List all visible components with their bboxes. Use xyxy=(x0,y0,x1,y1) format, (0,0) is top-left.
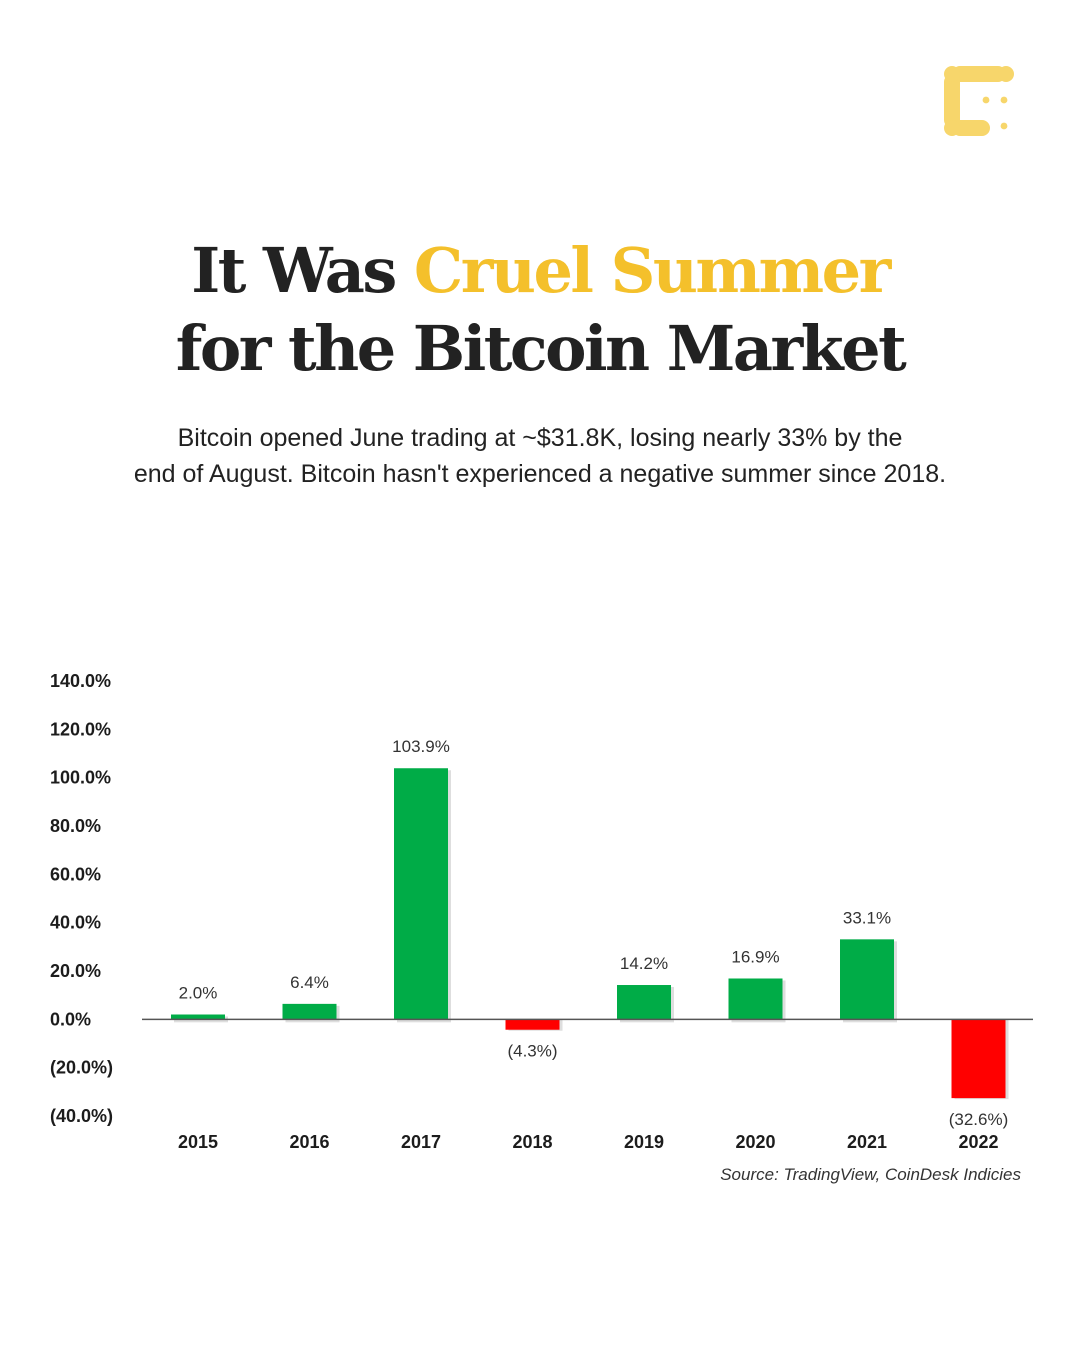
bar xyxy=(282,1003,337,1020)
subtitle-line-2: end of August. Bitcoin hasn't experience… xyxy=(133,460,947,488)
bar xyxy=(951,1019,1006,1099)
data-label: 103.9% xyxy=(392,737,450,756)
data-label: 33.1% xyxy=(843,908,891,927)
category-label: 2017 xyxy=(401,1132,441,1152)
data-label: (4.3%) xyxy=(507,1042,557,1061)
data-label: (32.6%) xyxy=(949,1110,1009,1129)
category-label: 2018 xyxy=(512,1132,552,1152)
category-label: 2020 xyxy=(735,1132,775,1152)
bar xyxy=(840,939,894,1020)
y-tick-label: 140.0% xyxy=(50,671,111,691)
headline-prefix: It Was xyxy=(191,234,414,307)
y-tick-label: 0.0% xyxy=(50,1009,91,1029)
bar xyxy=(394,768,448,1020)
data-label: 16.9% xyxy=(731,947,779,966)
y-tick-label: 40.0% xyxy=(50,913,101,933)
y-tick-label: 100.0% xyxy=(50,768,111,788)
bar xyxy=(617,985,671,1020)
subtitle-line-1: Bitcoin opened June trading at ~$31.8K, … xyxy=(177,424,903,452)
y-tick-label: 80.0% xyxy=(50,816,101,836)
y-tick-label: (20.0%) xyxy=(50,1058,113,1078)
data-label: 2.0% xyxy=(179,984,218,1003)
data-label: 6.4% xyxy=(290,973,329,992)
category-label: 2015 xyxy=(178,1132,218,1152)
category-label: 2016 xyxy=(289,1132,329,1152)
y-tick-label: 20.0% xyxy=(50,961,101,981)
source-note: Source: TradingView, CoinDesk Indicies xyxy=(720,1165,1021,1184)
category-label: 2021 xyxy=(847,1132,887,1152)
subtitle: Bitcoin opened June trading at ~$31.8K, … xyxy=(0,420,1080,492)
category-label: 2022 xyxy=(958,1132,998,1152)
data-label: 14.2% xyxy=(620,954,668,973)
coindesk-logo xyxy=(944,66,1014,136)
bar xyxy=(171,1014,225,1020)
y-tick-label: 120.0% xyxy=(50,719,111,739)
category-label: 2019 xyxy=(624,1132,664,1152)
bar xyxy=(728,978,783,1020)
y-tick-label: (40.0%) xyxy=(50,1106,113,1126)
headline-line-1: It Was Cruel Summer xyxy=(0,232,1080,310)
bar xyxy=(505,1019,560,1030)
headline-accent: Cruel Summer xyxy=(413,234,891,307)
headline-line-2: for the Bitcoin Market xyxy=(175,312,907,385)
headline: It Was Cruel Summer for the Bitcoin Mark… xyxy=(0,232,1080,388)
y-tick-label: 60.0% xyxy=(50,864,101,884)
